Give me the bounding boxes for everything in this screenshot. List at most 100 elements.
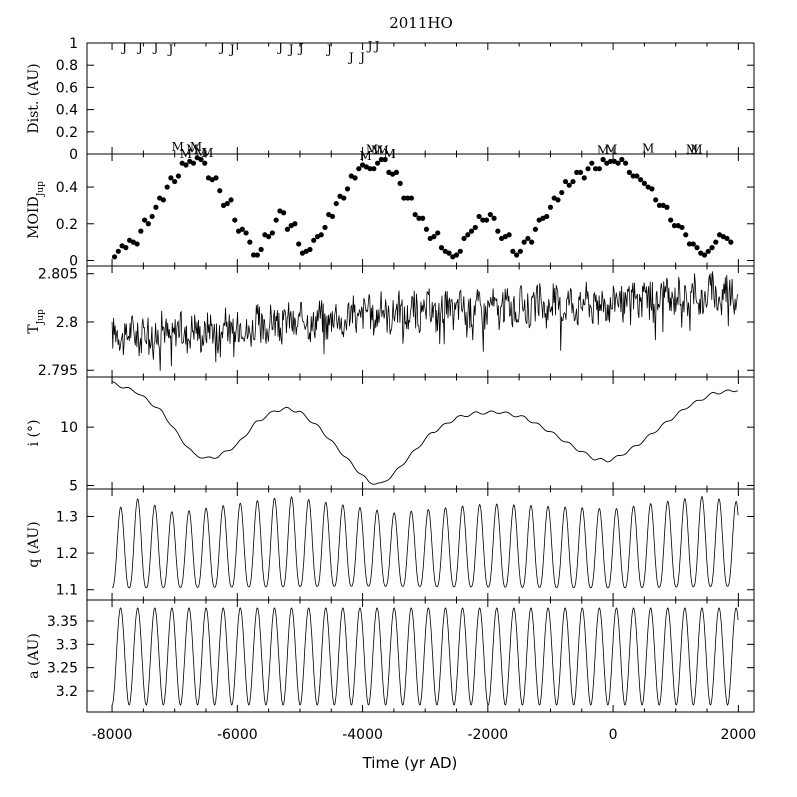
marker-M: M bbox=[686, 142, 698, 156]
data-point bbox=[517, 248, 523, 254]
marker-M: M bbox=[605, 142, 617, 156]
data-point bbox=[671, 223, 678, 229]
y-tick-label: 0.4 bbox=[56, 180, 78, 196]
data-point bbox=[356, 166, 362, 172]
data-point bbox=[686, 241, 693, 247]
y-tick-label: 1.1 bbox=[56, 583, 78, 599]
inclination-series-line bbox=[112, 381, 738, 485]
tjup-series-line bbox=[111, 271, 739, 371]
y-axis-label: a (AU) bbox=[26, 633, 42, 679]
data-point bbox=[333, 200, 339, 207]
data-point bbox=[724, 235, 730, 242]
data-point bbox=[123, 245, 129, 251]
data-point bbox=[574, 169, 580, 175]
panel-frame bbox=[86, 599, 755, 713]
marker-J: J bbox=[218, 40, 225, 54]
marker-M: M bbox=[190, 140, 202, 154]
data-point bbox=[190, 160, 197, 166]
data-point bbox=[701, 252, 708, 258]
panel-frame bbox=[86, 153, 755, 267]
data-point bbox=[562, 178, 569, 185]
data-point bbox=[266, 234, 272, 240]
data-point bbox=[247, 239, 253, 245]
y-tick-label: 2.795 bbox=[38, 363, 78, 379]
data-point bbox=[495, 228, 501, 234]
data-point bbox=[145, 221, 151, 227]
data-point bbox=[465, 232, 471, 238]
data-point bbox=[728, 239, 734, 245]
data-point bbox=[378, 156, 384, 163]
data-point bbox=[228, 197, 234, 203]
data-point bbox=[683, 232, 689, 238]
data-point bbox=[525, 235, 531, 242]
data-point bbox=[634, 173, 640, 179]
data-point bbox=[344, 186, 351, 192]
y-tick-label: 0.6 bbox=[56, 80, 78, 96]
y-axis-label-subscript: Jup bbox=[36, 309, 46, 325]
data-point bbox=[461, 235, 467, 242]
data-point bbox=[134, 241, 140, 247]
x-tick-label: 0 bbox=[609, 727, 618, 743]
data-point bbox=[555, 197, 561, 203]
y-tick-label: 1 bbox=[69, 36, 78, 52]
data-point bbox=[296, 241, 302, 247]
marker-M: M bbox=[366, 142, 378, 156]
x-tick-label: -8000 bbox=[92, 727, 133, 743]
data-point bbox=[341, 195, 347, 201]
data-point bbox=[435, 230, 441, 236]
data-point bbox=[559, 189, 565, 196]
data-point bbox=[243, 230, 249, 236]
data-point bbox=[153, 204, 159, 210]
data-point bbox=[318, 232, 324, 238]
data-point bbox=[405, 195, 411, 201]
data-point bbox=[457, 248, 463, 254]
data-point bbox=[480, 217, 486, 223]
data-point bbox=[115, 248, 121, 254]
data-point bbox=[638, 177, 644, 183]
marker-J: J bbox=[373, 39, 380, 53]
marker-J: J bbox=[276, 40, 283, 54]
data-point bbox=[258, 246, 264, 253]
data-point bbox=[142, 217, 148, 223]
y-axis-label: MOIDJup bbox=[26, 181, 46, 239]
moid-points bbox=[111, 155, 734, 260]
marker-M: M bbox=[690, 142, 702, 156]
y-tick-label: 0.8 bbox=[56, 58, 78, 74]
marker-J: J bbox=[167, 43, 174, 57]
data-point bbox=[250, 252, 257, 258]
data-point bbox=[596, 166, 602, 172]
data-point bbox=[382, 156, 388, 163]
data-point bbox=[453, 252, 460, 258]
chart-title: 2011HO bbox=[389, 14, 453, 32]
data-point bbox=[694, 245, 700, 251]
data-point bbox=[292, 221, 298, 227]
marker-J: J bbox=[297, 41, 304, 55]
y-tick-label: 0 bbox=[69, 147, 78, 163]
data-point bbox=[514, 252, 520, 258]
y-tick-label: 5 bbox=[69, 479, 78, 495]
data-point bbox=[532, 226, 539, 232]
marker-J: J bbox=[120, 40, 127, 54]
data-point bbox=[311, 237, 317, 243]
data-point bbox=[281, 210, 287, 216]
y-tick-label: 0.2 bbox=[56, 125, 78, 141]
data-point bbox=[239, 226, 245, 232]
data-point bbox=[198, 156, 204, 163]
data-point bbox=[705, 248, 711, 254]
data-point bbox=[577, 169, 584, 175]
data-point bbox=[408, 195, 415, 201]
data-point bbox=[446, 250, 452, 256]
marker-M: M bbox=[642, 141, 654, 155]
panel-frame bbox=[86, 42, 755, 155]
data-point bbox=[423, 226, 430, 232]
data-point bbox=[416, 215, 422, 221]
data-point bbox=[164, 184, 170, 190]
data-point bbox=[607, 158, 614, 164]
data-point bbox=[506, 232, 512, 238]
data-point bbox=[592, 166, 599, 172]
data-point bbox=[626, 169, 632, 175]
marker-M: M bbox=[186, 142, 198, 156]
x-tick-label: -6000 bbox=[217, 727, 258, 743]
